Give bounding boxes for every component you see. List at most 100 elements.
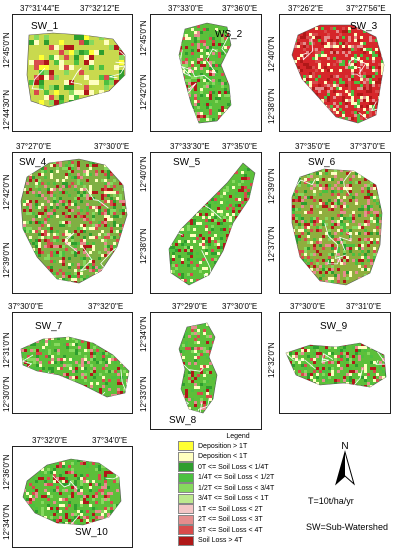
legend-swatch (178, 535, 194, 546)
top-tick: 37°27'56"E (346, 4, 386, 13)
top-tick: 37°36'0"E (222, 4, 258, 13)
top-tick: 37°30'0"E (8, 302, 44, 311)
top-tick: 37°32'0"E (32, 436, 68, 445)
top-tick: 37°33'30"E (170, 142, 210, 151)
north-arrow-icon: N (335, 441, 355, 486)
panel-title: SW_1 (31, 21, 59, 32)
legend-item: 0T <= Soil Loss < 1/4T (178, 462, 298, 473)
panel-title: SW_3 (350, 21, 378, 32)
legend-swatch (178, 504, 194, 515)
top-tick: 37°33'0"E (168, 4, 204, 13)
legend-item: 3T <= Soil Loss < 4T (178, 525, 298, 536)
top-tick: 37°30'0"E (94, 142, 130, 151)
panel-sw-10: SW_10 (12, 446, 133, 548)
legend-item: Deposition > 1T (178, 441, 298, 452)
legend-swatch (178, 483, 194, 494)
legend-label: Soil Loss > 4T (198, 537, 243, 545)
legend-swatch (178, 493, 194, 504)
panel-sw-7: SW_7 (12, 312, 133, 414)
map-sw-9 (285, 342, 387, 388)
top-tick: 37°30'0"E (290, 302, 326, 311)
panel-title: SW_9 (320, 321, 348, 332)
legend-label: Deposition < 1T (198, 453, 248, 461)
panel-title: SW_10 (75, 527, 108, 538)
panel-title: SW_8 (169, 415, 197, 426)
map-sw-1 (26, 32, 126, 108)
legend-label: Deposition > 1T (198, 442, 248, 450)
left-tick: 12°32'0"N (267, 342, 276, 378)
legend-item: 1T <= Soil Loss < 2T (178, 504, 298, 515)
top-tick: 37°35'0"E (295, 142, 331, 151)
top-tick: 37°37'0"E (350, 142, 386, 151)
map-sw-6 (291, 168, 383, 286)
top-tick: 37°32'0"E (88, 302, 124, 311)
panel-sw-9: SW_9 (279, 312, 391, 414)
left-tick: 12°44'30"N (2, 89, 11, 130)
top-tick: 37°32'12"E (80, 4, 120, 13)
top-tick: 37°30'0"E (222, 302, 258, 311)
legend-swatch (178, 462, 194, 473)
panel-sw-8: SW_8 (150, 312, 262, 430)
legend-swatch (178, 451, 194, 462)
top-tick: 37°35'0"E (222, 142, 258, 151)
panel-title: SW_4 (19, 157, 47, 168)
legend-item: Soil Loss > 4T (178, 535, 298, 547)
legend-label: 3T <= Soil Loss < 4T (198, 526, 263, 534)
map-sw-7 (20, 336, 130, 398)
top-tick: 37°29'0"E (172, 302, 208, 311)
legend-item: 2T <= Soil Loss < 3T (178, 514, 298, 526)
panel-sw-5: SW_5 (150, 152, 262, 294)
legend-swatch (178, 514, 194, 525)
legend-label: 1T <= Soil Loss < 2T (198, 505, 263, 513)
left-tick: 12°38'0"N (139, 228, 148, 264)
north-label: N (341, 441, 348, 452)
legend-label: 3/4T <= Soil Loss < 1T (198, 495, 269, 503)
top-tick: 37°26'2"E (288, 4, 324, 13)
panel-title: SW_6 (308, 157, 336, 168)
legend-label: 1/4T <= Soil Loss < 1/2T (198, 474, 275, 482)
map-sw-5 (168, 162, 256, 286)
panel-title: SW_7 (35, 321, 63, 332)
legend-item: 1/2T <= Soil Loss < 3/4T (178, 483, 298, 494)
map-sw-10 (22, 458, 122, 526)
left-tick: 12°33'0"N (139, 376, 148, 412)
map-sw-4 (20, 158, 128, 284)
left-tick: 12°45'0"N (2, 32, 11, 68)
panel-sw-3: SW_3 (279, 14, 391, 132)
legend-item: Deposition < 1T (178, 451, 298, 463)
legend-swatch (178, 472, 194, 483)
left-tick: 12°45'0"N (139, 20, 148, 56)
legend-swatch (178, 525, 194, 536)
panel-title: SW_5 (173, 157, 201, 168)
top-tick: 37°31'0"E (346, 302, 382, 311)
left-tick: 12°31'0"N (2, 332, 11, 368)
legend-label: 0T <= Soil Loss < 1/4T (198, 463, 269, 471)
legend-label: 1/2T <= Soil Loss < 3/4T (198, 484, 275, 492)
legend-swatch (178, 441, 194, 452)
left-tick: 12°40'0"N (267, 36, 276, 72)
legend-item: 1/4T <= Soil Loss < 1/2T (178, 472, 298, 484)
panel-sw-6: SW_6 (279, 152, 391, 294)
map-sw-3 (291, 24, 385, 124)
tolerance-note: T=10t/ha/yr (308, 496, 354, 506)
left-tick: 12°37'0"N (267, 226, 276, 262)
left-tick: 12°36'0"N (2, 454, 11, 490)
panel-title: WS_2 (215, 29, 243, 40)
panel-sw-1: SW_1 (12, 14, 133, 132)
left-tick: 12°42'0"N (2, 174, 11, 210)
abbrev-note: SW=Sub-Watershed (306, 522, 388, 532)
left-tick: 12°39'0"N (2, 242, 11, 278)
left-tick: 12°34'0"N (139, 316, 148, 352)
left-tick: 12°40'0"N (139, 156, 148, 192)
legend-item: 3/4T <= Soil Loss < 1T (178, 493, 298, 505)
top-tick: 37°27'0"E (16, 142, 52, 151)
left-tick: 12°42'0"N (139, 74, 148, 110)
legend-title: Legend (226, 433, 250, 440)
legend: Legend Deposition > 1T Deposition < 1T 0T … (178, 433, 298, 546)
panel-ws-2: WS_2 (150, 14, 262, 132)
top-tick: 37°34'0"E (92, 436, 128, 445)
left-tick: 12°39'0"N (267, 168, 276, 204)
panel-sw-4: SW_4 (12, 152, 133, 294)
left-tick: 12°38'0"N (267, 88, 276, 124)
left-tick: 12°30'0"N (2, 376, 11, 412)
